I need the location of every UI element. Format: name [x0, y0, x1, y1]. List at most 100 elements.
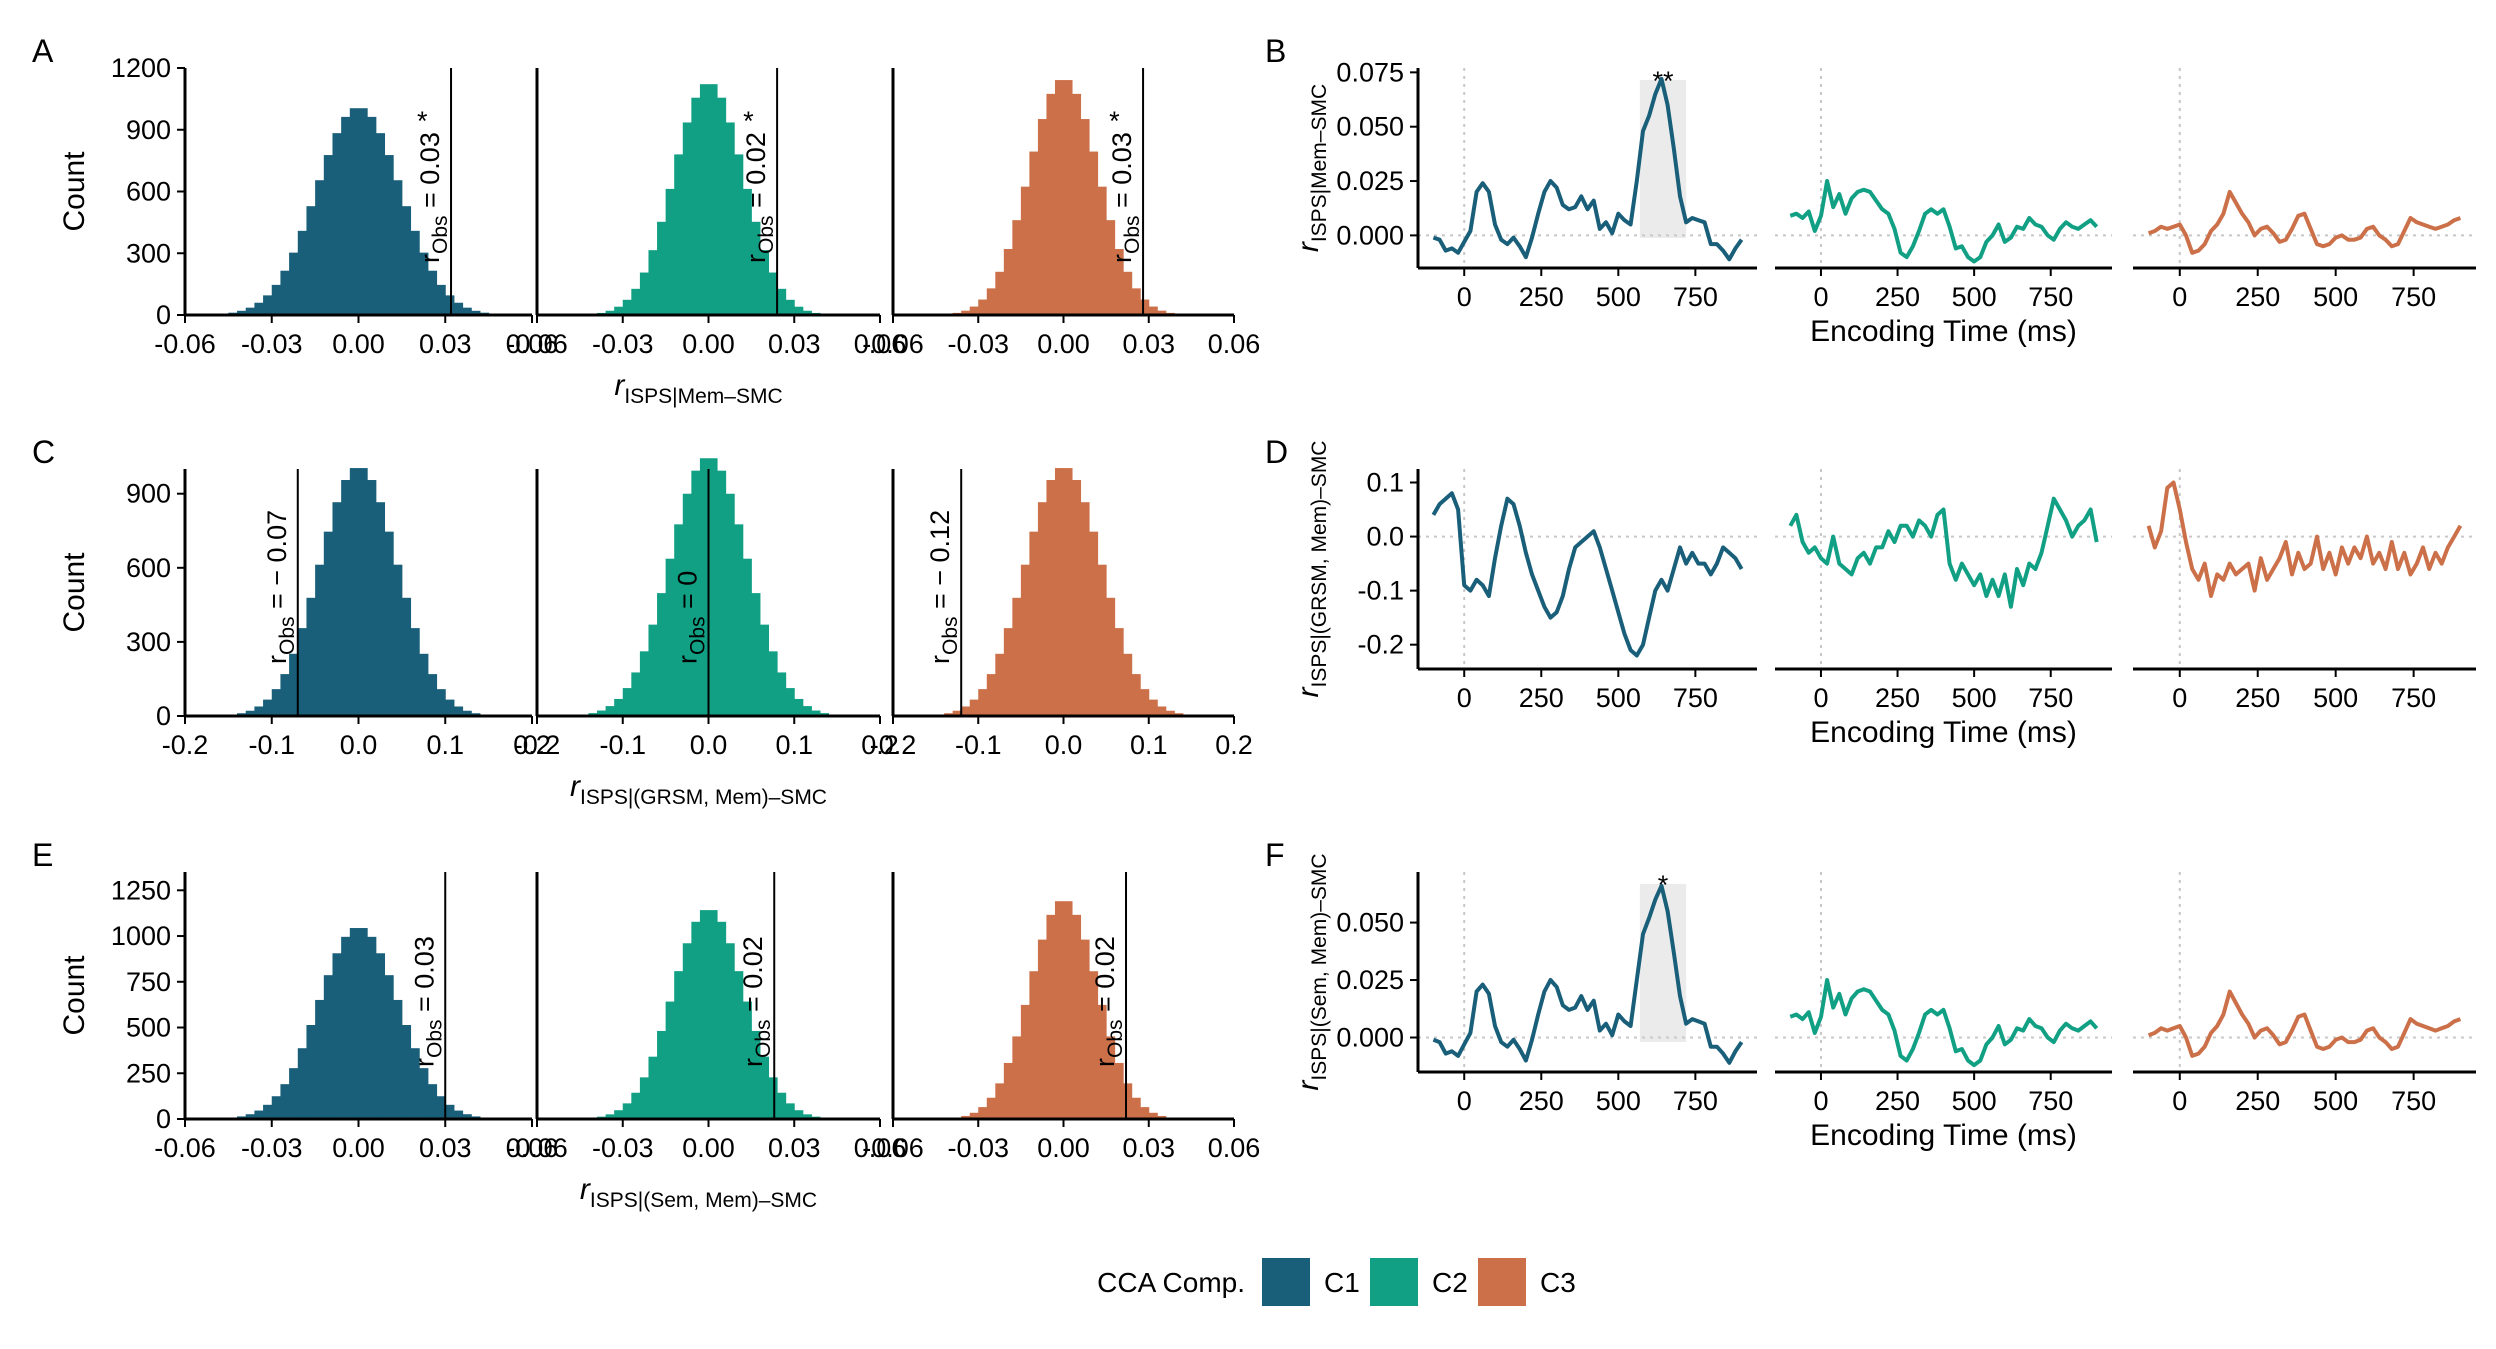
histogram-e-c1 [220, 928, 498, 1119]
x-axis-label-a: rISPS|Mem–SMC [614, 369, 782, 408]
histogram-bar [1115, 1063, 1124, 1119]
x-tick-label: -0.03 [241, 329, 303, 359]
panel-label-d: D [1265, 434, 1288, 470]
x-tick-label: 0 [1457, 282, 1472, 312]
histogram-bar [289, 253, 298, 315]
y-tick-label: 0.0 [1366, 522, 1404, 552]
histogram-bar [717, 471, 726, 716]
histogram-bar [1012, 220, 1021, 315]
significance-star: * [1109, 106, 1120, 136]
histogram-bar [995, 654, 1004, 716]
histogram-bar [376, 953, 385, 1119]
histogram-bar [769, 651, 778, 716]
histogram-bar [393, 180, 402, 315]
y-tick-label: 0 [156, 300, 171, 330]
histogram-bar [623, 688, 632, 716]
y-axis-label-d: rISPS|(GRSM, Mem)–SMC [1292, 441, 1331, 698]
histogram-bar [350, 928, 359, 1119]
histogram-bar [1021, 187, 1030, 315]
histogram-bar [623, 300, 632, 315]
x-tick-label: 500 [1952, 683, 1997, 713]
x-axis-label-f: Encoding Time (ms) [1810, 1119, 2077, 1152]
histogram-bar [419, 654, 428, 716]
x-tick-label: 0.1 [775, 730, 813, 760]
x-tick-label: 0.1 [426, 730, 464, 760]
y-tick-label: 1200 [111, 53, 171, 83]
x-tick-label: 0.03 [1122, 1133, 1175, 1163]
histogram-bar [1055, 80, 1064, 315]
histogram-bar [1123, 654, 1132, 716]
histogram-bar [786, 688, 795, 716]
significance-window [1640, 80, 1686, 238]
histogram-bar [1089, 532, 1098, 716]
x-tick-label: 0.00 [682, 329, 735, 359]
x-tick-label: 250 [1519, 282, 1564, 312]
histogram-bar [402, 1025, 411, 1119]
series-line-f-c3 [2149, 992, 2461, 1056]
x-tick-label: 500 [1952, 282, 1997, 312]
histogram-bar [666, 189, 675, 315]
histogram-bar [385, 155, 394, 315]
y-tick-label: -0.2 [1357, 630, 1404, 660]
histogram-bar [987, 288, 996, 315]
histogram-bar [367, 937, 376, 1119]
histogram-bar [683, 122, 692, 315]
histogram-bar [691, 98, 700, 315]
significance-star: * [417, 106, 428, 136]
significance-window [1640, 884, 1686, 1042]
histogram-bar [648, 250, 657, 315]
x-tick-label: -0.1 [599, 730, 646, 760]
histogram-bar [385, 532, 394, 716]
y-tick-label: 900 [126, 479, 171, 509]
histogram-bar [1115, 628, 1124, 716]
histogram-bar [445, 700, 454, 716]
legend-title: CCA Comp. [1097, 1267, 1245, 1298]
series-line-b-c2 [1790, 181, 2096, 262]
histogram-bar [726, 494, 735, 716]
significance-star: * [743, 106, 754, 136]
histogram-bar [978, 1107, 987, 1119]
histogram-bar [1106, 598, 1115, 716]
panel-label-a: A [32, 33, 54, 69]
histogram-bar [1140, 300, 1149, 315]
x-tick-label: 250 [2235, 1086, 2280, 1116]
histogram-bar [402, 598, 411, 716]
legend-swatch-c1 [1262, 1258, 1310, 1306]
histogram-bar [657, 1031, 666, 1119]
histogram-c-c3 [927, 468, 1200, 716]
histogram-bar [717, 98, 726, 315]
histogram-bar [393, 1000, 402, 1119]
histogram-bar [272, 689, 281, 716]
histogram-bar [1046, 480, 1055, 716]
histogram-bar [324, 155, 333, 315]
histogram-bar [1029, 532, 1038, 716]
histogram-bar [1140, 1107, 1149, 1119]
x-tick-label: -0.03 [241, 1133, 303, 1163]
x-tick-label: 0.03 [419, 329, 472, 359]
histogram-bar [263, 295, 272, 315]
x-tick-label: -0.1 [248, 730, 295, 760]
histogram-bar [1064, 468, 1073, 716]
x-tick-label: 250 [1875, 1086, 1920, 1116]
histogram-bar [743, 559, 752, 716]
histogram-bar [428, 271, 437, 315]
histogram-bar [726, 122, 735, 315]
histogram-bar [350, 468, 359, 716]
histogram-bar [674, 154, 683, 315]
histogram-bar [657, 593, 666, 716]
x-tick-label: -0.1 [955, 730, 1002, 760]
y-tick-label: 0.025 [1336, 965, 1404, 995]
histogram-bar [777, 672, 786, 716]
x-tick-label: 0 [2172, 1086, 2187, 1116]
histogram-bar [640, 273, 649, 315]
histogram-bar [1046, 915, 1055, 1119]
histogram-bar [1012, 1036, 1021, 1119]
y-tick-label: 600 [126, 177, 171, 207]
x-tick-label: 0.03 [1122, 329, 1175, 359]
y-tick-label: 0.1 [1366, 468, 1404, 498]
x-tick-label: 750 [2391, 282, 2436, 312]
y-tick-label: 500 [126, 1013, 171, 1043]
x-tick-label: 250 [1875, 683, 1920, 713]
histogram-bar [631, 289, 640, 315]
